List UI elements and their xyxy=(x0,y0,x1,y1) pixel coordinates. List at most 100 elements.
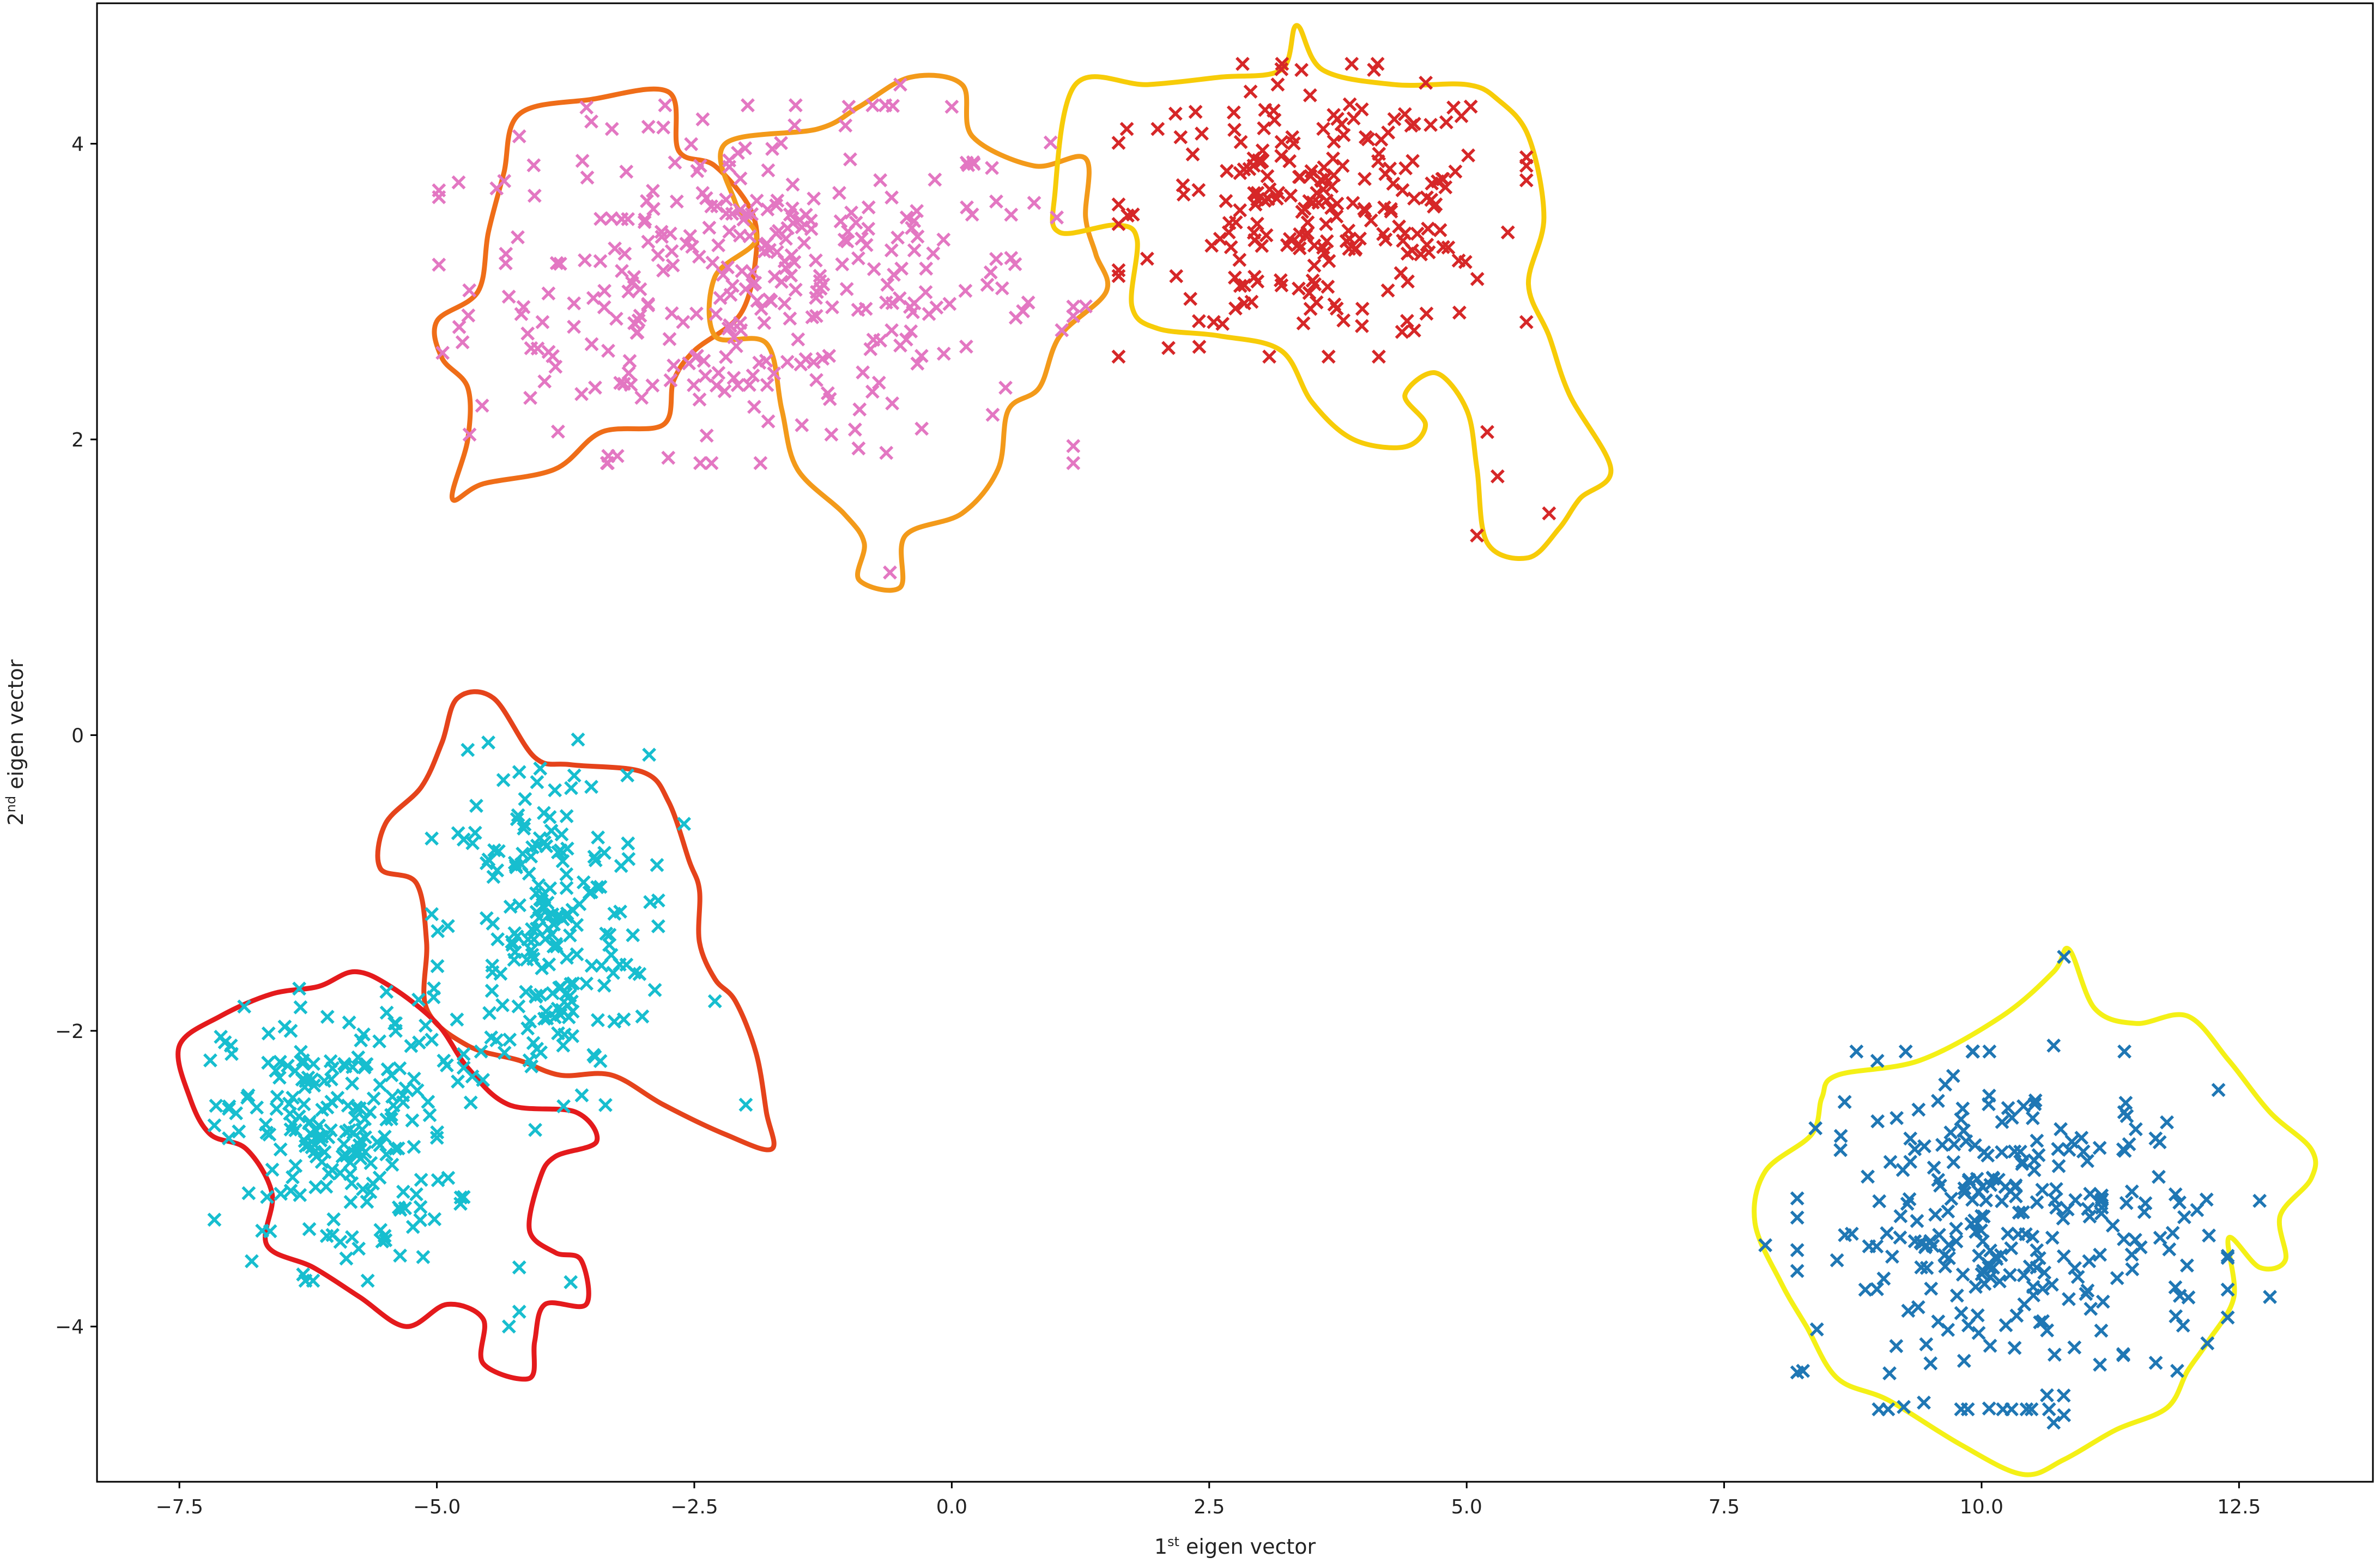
scatter-point xyxy=(567,319,582,334)
scatter-point xyxy=(526,1036,541,1051)
scatter-point xyxy=(409,1187,423,1202)
scatter-point xyxy=(709,378,724,393)
scatter-point xyxy=(1893,1230,1907,1245)
scatter-point xyxy=(545,907,560,922)
scatter-point xyxy=(556,1099,571,1114)
scatter-point xyxy=(647,983,662,997)
scatter-point xyxy=(584,114,598,129)
scatter-point xyxy=(919,261,934,276)
scatter-point xyxy=(570,947,584,962)
scatter-point xyxy=(1911,1300,1925,1314)
scatter-point xyxy=(2027,1097,2042,1112)
scatter-point xyxy=(1969,1224,1983,1239)
scatter-point xyxy=(2153,1230,2167,1245)
scatter-point xyxy=(546,986,560,1000)
scatter-point xyxy=(1930,1094,1945,1108)
scatter-point xyxy=(1043,135,1058,150)
scatter-point xyxy=(1220,164,1234,178)
scatter-point xyxy=(425,1033,439,1047)
scatter-point xyxy=(645,378,660,393)
scatter-point xyxy=(722,160,737,174)
scatter-point xyxy=(1435,172,1450,186)
scatter-point xyxy=(1233,279,1247,293)
scatter-point xyxy=(983,265,998,280)
scatter-point xyxy=(1895,1163,1910,1177)
scatter-point xyxy=(590,880,604,895)
scatter-point xyxy=(1461,148,1475,162)
scatter-point xyxy=(1111,349,1126,364)
scatter-point xyxy=(481,735,495,750)
scatter-point xyxy=(2177,1210,2191,1224)
scatter-point xyxy=(1316,240,1330,255)
scatter-point xyxy=(785,177,800,192)
scatter-point xyxy=(414,1173,428,1187)
scatter-point xyxy=(1949,1234,1964,1249)
scatter-point xyxy=(601,456,615,470)
scatter-point xyxy=(2068,1193,2083,1208)
scatter-point xyxy=(2162,1242,2177,1257)
scatter-point xyxy=(547,1010,562,1024)
scatter-point xyxy=(512,1260,526,1275)
scatter-point xyxy=(1283,188,1298,203)
scatter-point xyxy=(461,308,476,323)
scatter-point xyxy=(1079,299,1093,313)
scatter-point xyxy=(893,338,907,353)
scatter-point xyxy=(1944,1192,1959,1206)
scatter-point xyxy=(1421,245,1436,260)
scatter-point xyxy=(1976,1234,1990,1248)
scatter-point xyxy=(288,1158,303,1173)
scatter-point xyxy=(575,154,590,168)
scatter-point xyxy=(695,186,710,200)
scatter-point xyxy=(1407,323,1421,338)
scatter-point xyxy=(343,1155,358,1170)
scatter-point xyxy=(241,1186,256,1200)
scatter-point xyxy=(1986,1172,2001,1186)
x-axis-label: 1st eigen vector xyxy=(1154,1534,1316,1559)
scatter-point xyxy=(523,1014,537,1029)
scatter-point xyxy=(1387,112,1402,126)
scatter-point xyxy=(1226,105,1241,120)
scatter-point xyxy=(1917,1139,1931,1154)
scatter-point xyxy=(535,315,550,329)
scatter-point xyxy=(588,381,602,395)
scatter-point xyxy=(679,237,694,251)
scatter-point xyxy=(837,232,852,247)
scatter-point xyxy=(232,1124,246,1139)
scatter-point xyxy=(2070,1270,2085,1284)
scatter-point xyxy=(1898,1044,1913,1059)
scatter-point xyxy=(871,376,886,390)
scatter-point xyxy=(588,853,603,867)
scatter-point xyxy=(1183,292,1198,306)
scatter-point xyxy=(1872,1194,1887,1209)
scatter-point xyxy=(1954,1402,1969,1417)
scatter-point xyxy=(594,212,608,226)
scatter-point xyxy=(283,1106,298,1121)
scatter-point xyxy=(320,1010,335,1024)
scatter-point xyxy=(1977,1145,1991,1160)
scatter-point xyxy=(936,346,951,361)
scatter-point xyxy=(2080,1283,2095,1298)
scatter-point xyxy=(2083,1186,2098,1201)
scatter-point xyxy=(995,281,1009,295)
scatter-point xyxy=(1376,227,1390,242)
scatter-point xyxy=(885,323,899,337)
y-tick-label: −2 xyxy=(55,1021,84,1043)
scatter-point xyxy=(1257,194,1272,208)
scatter-point xyxy=(597,978,611,993)
scatter-point xyxy=(550,424,565,439)
scatter-point xyxy=(1448,164,1463,179)
scatter-point xyxy=(1941,1204,1955,1219)
scatter-point xyxy=(2110,1271,2124,1286)
scatter-point xyxy=(306,1057,321,1071)
scatter-point xyxy=(1357,172,1372,186)
scatter-point xyxy=(1982,1097,1996,1112)
scatter-point xyxy=(777,296,792,311)
scatter-point xyxy=(704,456,719,470)
scatter-point xyxy=(2030,1133,2044,1148)
scatter-point xyxy=(1246,158,1261,173)
scatter-point xyxy=(486,870,501,884)
scatter-point xyxy=(2172,1195,2187,1210)
scatter-point xyxy=(1451,253,1466,268)
scatter-point xyxy=(559,880,574,895)
